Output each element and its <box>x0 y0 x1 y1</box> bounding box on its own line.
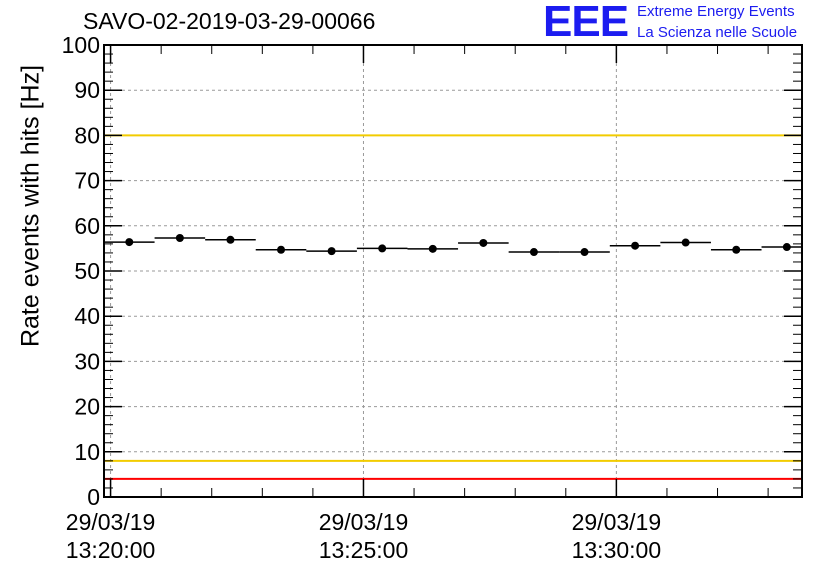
y-tick-label: 50 <box>74 258 100 284</box>
x-tick-time-label: 13:20:00 <box>66 537 156 563</box>
logo-text-line1: Extreme Energy Events <box>637 3 795 20</box>
chart-title: SAVO-02-2019-03-29-00066 <box>83 8 376 34</box>
x-tick-time-label: 13:30:00 <box>572 537 662 563</box>
y-tick-label: 20 <box>74 394 100 420</box>
y-tick-label: 90 <box>74 77 100 103</box>
data-series <box>104 234 802 257</box>
logo-text-line2: La Scienza nelle Scuole <box>637 24 798 41</box>
y-tick-label: 100 <box>62 32 100 58</box>
y-tick-label: 30 <box>74 348 100 374</box>
y-tick-label: 60 <box>74 213 100 239</box>
y-tick-label: 80 <box>74 122 100 148</box>
data-point <box>631 241 640 250</box>
data-point <box>529 248 538 257</box>
reference-lines <box>104 44 802 480</box>
x-tick-time-label: 13:25:00 <box>319 537 409 563</box>
y-tick-label: 70 <box>74 168 100 194</box>
data-point <box>226 235 235 244</box>
data-point <box>378 244 387 253</box>
data-point <box>681 238 690 247</box>
data-point <box>125 238 134 247</box>
x-tick-date-label: 29/03/19 <box>66 509 156 535</box>
data-point <box>327 247 336 256</box>
x-tick-date-label: 29/03/19 <box>319 509 409 535</box>
tick-labels: 010203040506070809010029/03/1913:20:0029… <box>62 32 662 563</box>
data-point <box>277 245 286 254</box>
eee-logo-icon: EEE <box>543 0 629 46</box>
grid-layer <box>104 45 802 497</box>
data-point <box>175 234 184 243</box>
y-tick-label: 10 <box>74 439 100 465</box>
data-point <box>782 243 791 252</box>
y-tick-label: 0 <box>87 484 100 510</box>
axis-ticks <box>104 44 802 498</box>
data-point <box>580 248 589 257</box>
y-tick-label: 40 <box>74 303 100 329</box>
x-tick-date-label: 29/03/19 <box>572 509 662 535</box>
data-point <box>479 238 488 247</box>
data-point <box>428 244 437 253</box>
data-point <box>732 245 741 254</box>
